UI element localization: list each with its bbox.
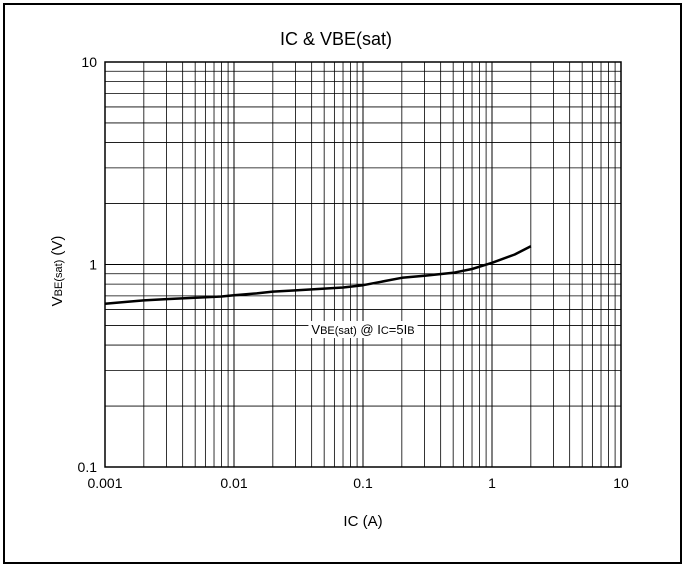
series-group — [104, 245, 532, 305]
annotation-background — [308, 321, 418, 338]
x-tick-labels: 0.001 0.01 0.1 1 10 — [87, 475, 629, 491]
y-axis-label: VBE(sat) (V) — [49, 236, 66, 307]
y-tick-label: 0.1 — [78, 459, 98, 475]
annotation-b: B — [407, 325, 414, 337]
x-tick-label: 1 — [488, 475, 496, 491]
chart-title: IC & VBE(sat) — [280, 29, 392, 49]
x-tick-label: 0.1 — [353, 475, 373, 491]
y-axis-label-main: V — [49, 296, 66, 306]
annotation-v: V — [311, 322, 320, 337]
x-tick-label: 10 — [613, 475, 629, 491]
x-tick-label: 0.001 — [87, 475, 122, 491]
series-annotation: VBE(sat) @ IC=5IB — [311, 322, 414, 337]
chart-svg: IC & VBE(sat) 0.001 0.01 0.1 1 10 0.1 1 10 IC … — [49, 29, 629, 530]
y-tick-label: 1 — [89, 257, 97, 273]
plot-border — [104, 61, 622, 468]
y-axis-label-unit: (V) — [49, 236, 66, 256]
x-axis-label: IC (A) — [343, 513, 382, 530]
annotation-eq-5i: =5I — [389, 322, 407, 337]
y-tick-labels: 0.1 1 10 — [78, 54, 98, 475]
x-tick-label: 0.01 — [220, 475, 247, 491]
annotation-be-sat: BE(sat) — [320, 325, 357, 337]
annotation-c: C — [381, 325, 389, 337]
annotation-at-i: @ I — [357, 322, 381, 337]
grid-lines — [104, 62, 621, 468]
series-line — [104, 245, 532, 305]
y-axis-label-sub: BE(sat) — [53, 260, 65, 297]
chart-frame: IC & VBE(sat) 0.001 0.01 0.1 1 10 0.1 1 10 IC … — [3, 3, 682, 564]
y-tick-label: 10 — [81, 54, 97, 70]
